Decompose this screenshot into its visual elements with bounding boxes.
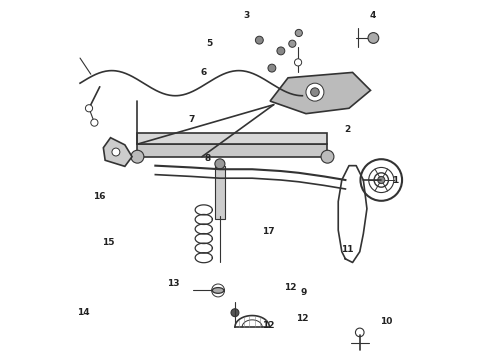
Circle shape xyxy=(306,83,324,101)
Circle shape xyxy=(378,176,385,184)
Circle shape xyxy=(268,64,276,72)
Text: 10: 10 xyxy=(380,317,393,326)
Circle shape xyxy=(311,88,319,96)
Polygon shape xyxy=(270,72,370,114)
Text: 8: 8 xyxy=(204,154,211,163)
Circle shape xyxy=(215,159,225,169)
Text: 12: 12 xyxy=(296,314,309,323)
Text: 9: 9 xyxy=(301,288,307,297)
Text: 6: 6 xyxy=(200,68,207,77)
Circle shape xyxy=(255,36,263,44)
Circle shape xyxy=(368,33,379,43)
Text: 2: 2 xyxy=(344,125,350,134)
Circle shape xyxy=(231,309,239,317)
Text: 12: 12 xyxy=(262,321,274,330)
Text: 16: 16 xyxy=(94,192,106,201)
Circle shape xyxy=(85,105,93,112)
Polygon shape xyxy=(103,138,132,166)
Circle shape xyxy=(131,150,144,163)
Circle shape xyxy=(295,30,302,37)
Circle shape xyxy=(91,119,98,126)
Text: 13: 13 xyxy=(167,279,179,288)
Circle shape xyxy=(321,150,334,163)
Text: 1: 1 xyxy=(392,176,399,185)
Circle shape xyxy=(112,148,120,156)
Text: 11: 11 xyxy=(341,246,353,255)
Text: 7: 7 xyxy=(188,114,195,123)
Circle shape xyxy=(289,40,296,47)
Circle shape xyxy=(294,59,302,66)
Text: 14: 14 xyxy=(77,308,90,317)
Ellipse shape xyxy=(212,288,224,293)
Text: 15: 15 xyxy=(102,238,115,247)
Circle shape xyxy=(277,47,285,55)
Text: 17: 17 xyxy=(262,228,274,237)
Text: 4: 4 xyxy=(369,10,375,19)
Text: 12: 12 xyxy=(284,283,296,292)
Text: 5: 5 xyxy=(206,39,212,48)
Polygon shape xyxy=(137,144,327,157)
Text: 3: 3 xyxy=(244,10,250,19)
Polygon shape xyxy=(215,166,225,220)
Polygon shape xyxy=(137,134,327,144)
